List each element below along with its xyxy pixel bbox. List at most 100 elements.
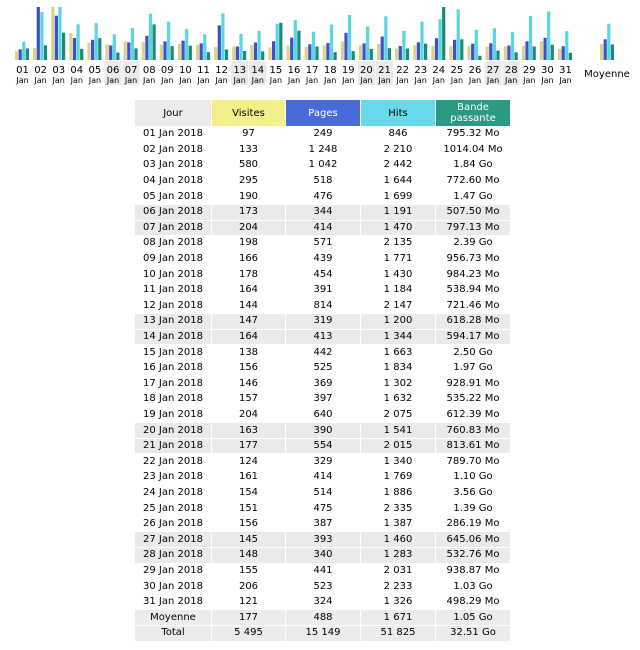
table-cell: 814 <box>285 297 361 315</box>
day-label: 05 <box>89 65 102 76</box>
table-cell: 594.17 Mo <box>435 328 511 346</box>
bar-pages <box>453 39 457 60</box>
month-label: Jan <box>70 76 83 85</box>
bar-bande-passante <box>80 48 84 60</box>
table-cell: 133 <box>211 141 286 159</box>
day-label: 07 <box>125 65 138 76</box>
table-row: 07 Jan 2018 204 414 1 470 797.13 Mo <box>134 219 511 237</box>
bar-visites <box>322 45 326 60</box>
day-label: 22 <box>396 65 409 76</box>
table-row: 06 Jan 2018 173 344 1 191 507.50 Mo <box>134 203 511 221</box>
table-cell: 538.94 Mo <box>435 281 511 299</box>
month-label: Jan <box>377 76 390 85</box>
table-cell: 645.06 Mo <box>435 531 511 549</box>
table-cell: 441 <box>285 562 361 580</box>
table-cell: 138 <box>211 344 286 361</box>
bar-visites <box>377 43 381 60</box>
month-label: Jan <box>504 76 517 85</box>
weekend-highlight <box>231 61 249 85</box>
table-cell: 387 <box>285 515 361 533</box>
table-row: 09 Jan 2018 166 439 1 771 956.73 Mo <box>134 250 511 268</box>
bar-hits <box>58 7 62 60</box>
bar-visites <box>358 45 363 60</box>
header-hits: Hits <box>360 99 436 127</box>
bar-bande-passante <box>496 50 500 60</box>
table-cell: 204 <box>211 219 286 237</box>
table-cell: 02 Jan 2018 <box>134 141 212 159</box>
table-cell: 2 031 <box>360 562 436 580</box>
table-cell: 393 <box>285 531 361 549</box>
bar-pages <box>91 39 95 60</box>
average-bar-hits <box>607 23 611 60</box>
weekend-highlight <box>376 61 393 85</box>
table-cell: 1 769 <box>360 469 436 486</box>
bar-visites <box>87 42 91 60</box>
bar-visites <box>467 45 471 60</box>
bar-visites <box>340 41 344 60</box>
table-cell: 198 <box>211 235 286 252</box>
bar-bande-passante <box>98 38 102 60</box>
table-cell: 618.28 Mo <box>435 313 511 330</box>
table-cell: 1 387 <box>360 515 436 533</box>
day-label: 09 <box>161 65 174 76</box>
table-cell: 2 442 <box>360 157 436 174</box>
total-row: Total 5 495 15 149 51 825 32.51 Go <box>134 625 511 642</box>
bar-hits <box>221 13 225 60</box>
table-cell: 525 <box>285 359 361 377</box>
table-cell: 1.47 Go <box>435 188 511 205</box>
bar-pages <box>362 43 366 60</box>
table-cell: 23 Jan 2018 <box>134 469 212 486</box>
table-cell: 05 Jan 2018 <box>134 188 212 205</box>
bar-hits <box>547 11 551 60</box>
table-cell: 31 Jan 2018 <box>134 593 212 611</box>
table-row: 19 Jan 2018 204 640 2 075 612.39 Mo <box>134 406 511 424</box>
bar-pages <box>54 15 58 60</box>
table-cell: 163 <box>211 422 286 439</box>
average-row: Moyenne 177 488 1 671 1.05 Go <box>134 609 511 626</box>
table-cell: 156 <box>211 515 286 533</box>
table-cell: 2.39 Go <box>435 235 511 252</box>
table-cell: 2 335 <box>360 500 436 517</box>
bar-hits <box>22 41 26 60</box>
bar-bande-passante <box>243 51 247 60</box>
table-cell: 1 191 <box>360 203 436 221</box>
bar-visites <box>196 45 200 60</box>
header-visites: Visites <box>211 99 286 127</box>
header-pages: Pages <box>285 99 361 127</box>
day-label: 06 <box>107 65 120 76</box>
table-cell: 1.97 Go <box>435 359 511 377</box>
table-row: 25 Jan 2018 151 475 2 335 1.39 Go <box>134 500 511 517</box>
bar-pages <box>471 43 475 60</box>
table-row: 12 Jan 2018 144 814 2 147 721.46 Mo <box>134 297 511 315</box>
table-row: 08 Jan 2018 198 571 2 135 2.39 Go <box>134 235 511 252</box>
table-row: 14 Jan 2018 164 413 1 344 594.17 Mo <box>134 328 511 346</box>
table-cell: 414 <box>285 469 361 486</box>
table-row: 10 Jan 2018 178 454 1 430 984.23 Mo <box>134 266 511 283</box>
table-cell: 14 Jan 2018 <box>134 328 212 346</box>
month-label: Jan <box>52 76 65 85</box>
table-cell: 1 541 <box>360 422 436 439</box>
bar-hits <box>565 31 569 60</box>
month-label: Jan <box>214 76 227 85</box>
bar-pages <box>326 43 330 60</box>
bar-visites <box>395 48 399 60</box>
month-label: Jan <box>395 76 408 85</box>
table-cell: 476 <box>285 188 361 205</box>
table-cell: 1 344 <box>360 328 436 346</box>
table-cell: 797.13 Mo <box>435 219 511 237</box>
table-cell: 721.46 Mo <box>435 297 511 315</box>
table-row: 21 Jan 2018 177 554 2 015 813.61 Mo <box>134 437 511 455</box>
month-label: Jan <box>305 76 318 85</box>
bar-visites <box>521 45 525 60</box>
bar-pages <box>416 42 420 60</box>
table-cell: 984.23 Mo <box>435 266 511 283</box>
bar-bande-passante <box>442 7 446 60</box>
table-cell: 148 <box>211 547 286 564</box>
bar-visites <box>33 47 37 60</box>
table-cell: 580 <box>211 157 286 174</box>
table-cell: 397 <box>285 391 361 408</box>
table-cell: 488 <box>285 609 361 626</box>
table-cell: 340 <box>285 547 361 564</box>
day-label: 20 <box>360 65 373 76</box>
table-header-row: Jour Visites Pages Hits Bande passante <box>134 99 511 127</box>
